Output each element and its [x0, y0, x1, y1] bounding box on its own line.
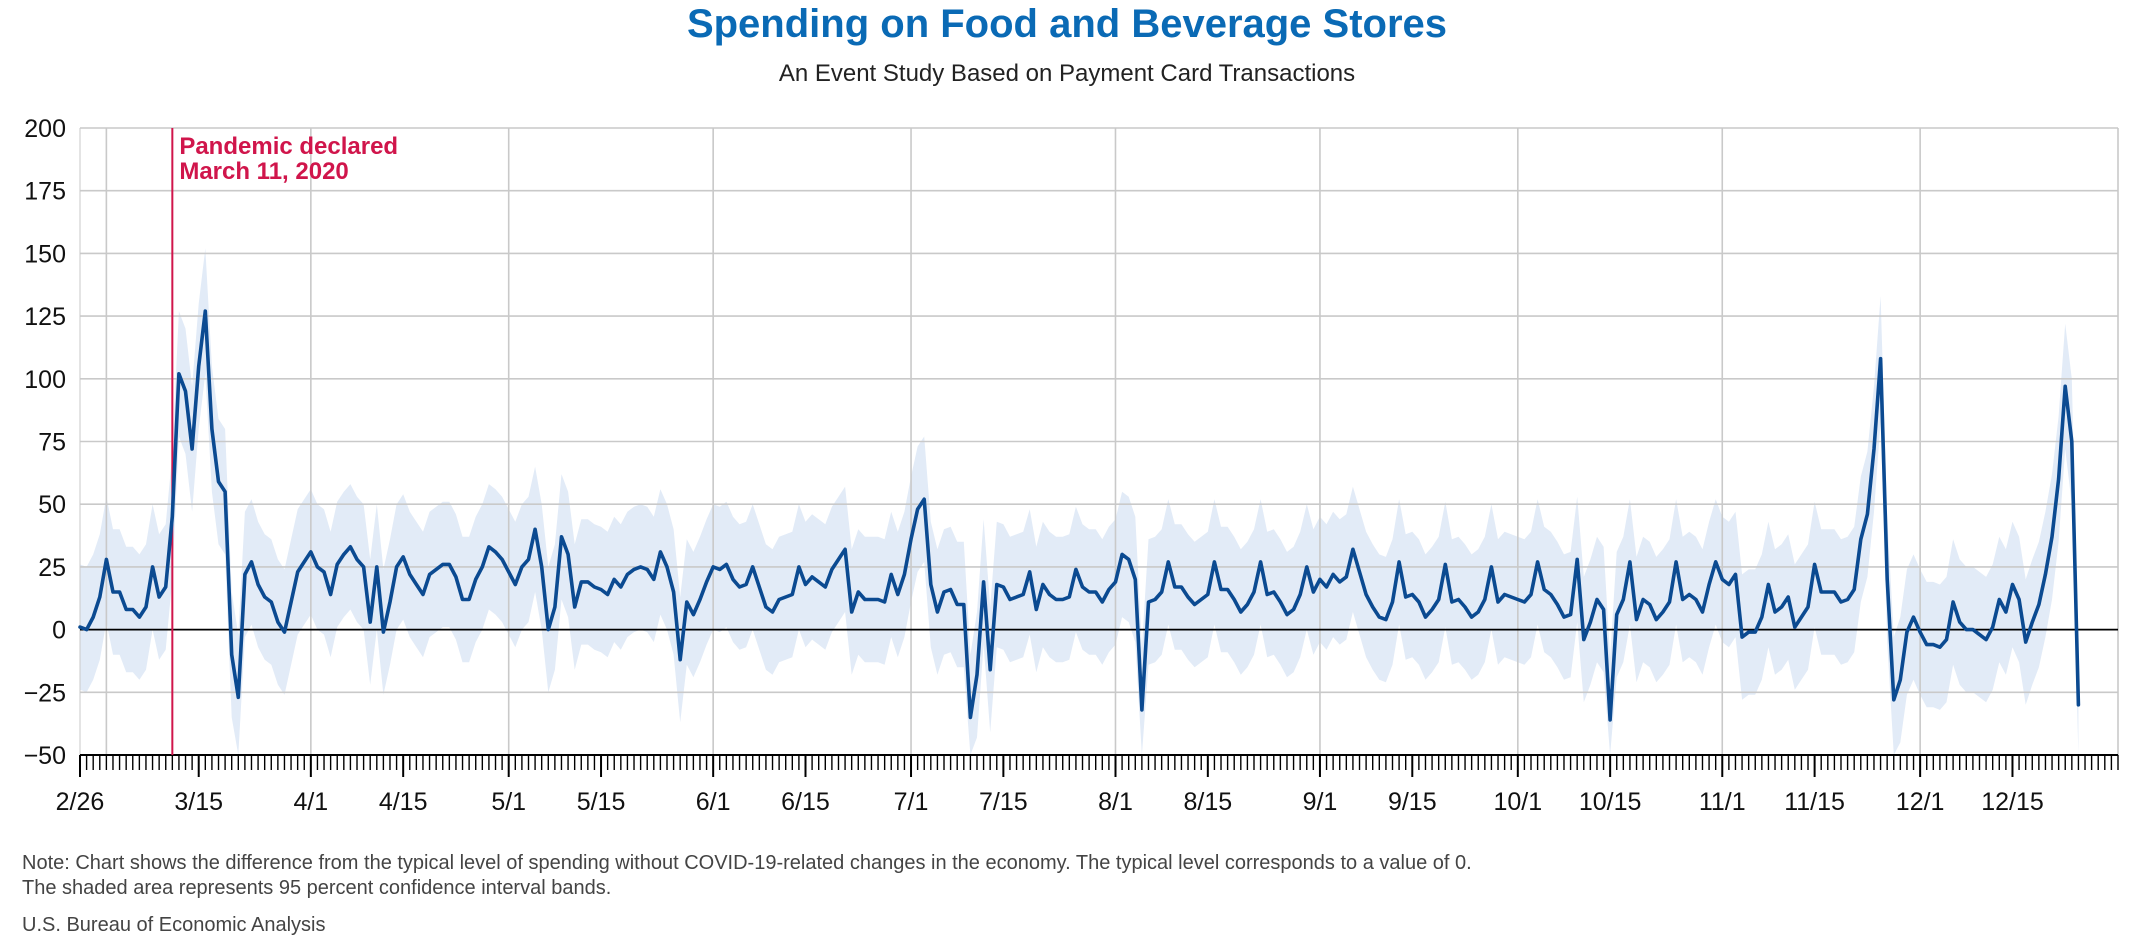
x-tick-label: 11/15	[1784, 788, 1845, 816]
x-tick-label: 2/26	[56, 788, 105, 816]
event-annotation-line-2: March 11, 2020	[179, 158, 348, 185]
x-tick-label: 7/1	[894, 788, 929, 816]
y-tick-label: −25	[24, 679, 66, 707]
x-tick-label: 8/1	[1098, 788, 1133, 816]
y-tick-label: 125	[24, 303, 66, 331]
x-tick-label: 5/1	[491, 788, 526, 816]
confidence-interval-band	[80, 248, 2079, 755]
x-tick-label: 12/1	[1896, 788, 1945, 816]
source-credit: U.S. Bureau of Economic Analysis	[22, 914, 326, 936]
x-tick-label: 8/15	[1183, 788, 1232, 816]
chart-note-line-2: The shaded area represents 95 percent co…	[22, 877, 612, 899]
confidence-band-group	[80, 248, 2079, 755]
x-tick-label: 4/1	[293, 788, 328, 816]
x-tick-label: 6/15	[781, 788, 830, 816]
y-tick-label: 75	[38, 429, 66, 457]
y-tick-label: 25	[38, 554, 66, 582]
x-tick-label: 11/1	[1699, 788, 1746, 816]
event-annotation-line-1: Pandemic declared	[179, 133, 398, 160]
x-tick-label: 3/15	[174, 788, 223, 816]
vertical-gridlines	[79, 128, 2119, 755]
y-tick-label: −50	[24, 742, 66, 770]
x-tick-label: 10/15	[1579, 788, 1642, 816]
y-tick-label: 200	[24, 115, 66, 143]
chart-title: Spending on Food and Beverage Stores	[686, 2, 1448, 46]
chart-note-line-1: Note: Chart shows the difference from th…	[22, 852, 1472, 874]
chart-subtitle: An Event Study Based on Payment Card Tra…	[778, 60, 1356, 87]
y-tick-label: 150	[24, 240, 66, 268]
y-axis-tick-labels: −50 −25 0 25 50 75 100 125 150 175 200	[24, 115, 66, 770]
x-tick-label: 4/15	[379, 788, 428, 816]
y-tick-label: 100	[24, 366, 66, 394]
x-tick-label: 9/15	[1388, 788, 1437, 816]
y-tick-label: 50	[38, 491, 66, 519]
x-tick-label: 9/1	[1303, 788, 1338, 816]
x-tick-label: 12/15	[1981, 788, 2044, 816]
y-tick-label: 0	[52, 617, 66, 645]
x-axis: 2/26 3/15 4/1 4/15 5/1 5/15 6/1 6/15 7/1 7/15 8/1 8…	[56, 754, 2119, 816]
spending-series-line	[78, 309, 2081, 722]
horizontal-gridlines	[80, 127, 2118, 756]
x-tick-label: 6/1	[696, 788, 731, 816]
y-tick-label: 175	[24, 178, 66, 206]
x-tick-label: 10/1	[1493, 788, 1542, 816]
x-tick-label: 5/15	[577, 788, 626, 816]
series-line-group	[78, 309, 2081, 722]
x-tick-label: 7/15	[979, 788, 1028, 816]
